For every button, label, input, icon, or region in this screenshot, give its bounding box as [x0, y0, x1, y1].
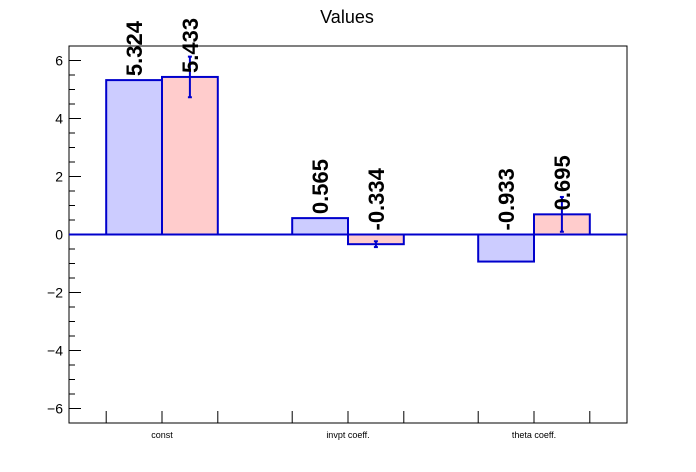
- bars: [105, 75, 591, 263]
- data-label: 0.565: [308, 159, 333, 214]
- y-tick-label: 2: [55, 169, 63, 185]
- data-label: -0.334: [364, 167, 389, 230]
- y-tick-label: 6: [55, 53, 63, 69]
- data-labels: 5.324 0.565 -0.933 5.433 -0.334 0.695: [122, 18, 575, 231]
- error-bars: [187, 55, 564, 249]
- x-category-label: invpt coeff.: [326, 430, 369, 440]
- data-label: 5.324: [122, 20, 147, 76]
- y-tick-label: 4: [55, 111, 63, 127]
- chart-title: Values: [320, 7, 374, 27]
- x-category-label: theta coeff.: [512, 430, 556, 440]
- y-tick-label: −4: [47, 343, 63, 359]
- bar: [291, 217, 350, 236]
- x-axis: const invpt coeff. theta coeff.: [105, 411, 591, 440]
- y-tick-label: 0: [55, 227, 63, 243]
- bar: [477, 233, 536, 263]
- y-tick-label: −6: [47, 401, 63, 417]
- bar: [161, 75, 219, 236]
- data-label: 0.695: [550, 155, 575, 210]
- bar: [105, 79, 163, 236]
- y-tick-label: −2: [47, 285, 63, 301]
- data-label: 5.433: [178, 18, 203, 73]
- data-label: -0.933: [494, 168, 519, 230]
- x-category-label: const: [151, 430, 173, 440]
- y-axis: −6 −4 −2 0 2 4 6: [47, 45, 81, 424]
